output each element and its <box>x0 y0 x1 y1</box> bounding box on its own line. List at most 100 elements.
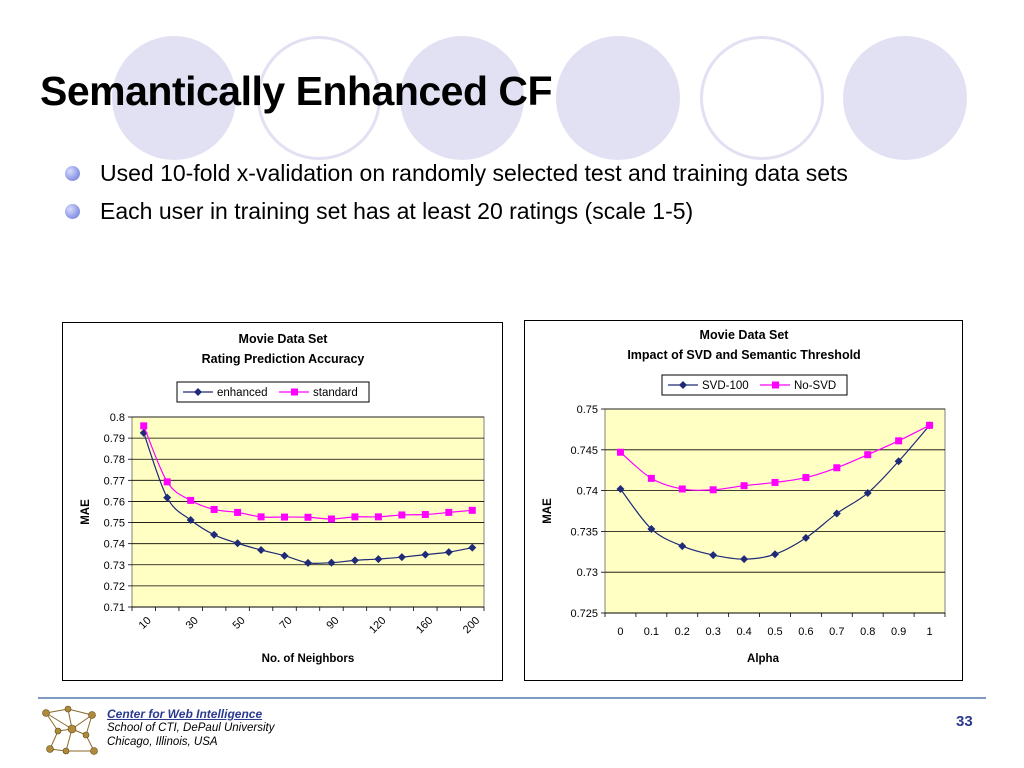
network-logo-icon <box>42 705 98 755</box>
data-point <box>210 505 218 513</box>
data-point <box>895 437 903 445</box>
y-tick-label: 0.76 <box>104 496 125 508</box>
plot-area <box>604 408 946 614</box>
slide-title: Semantically Enhanced CF <box>40 68 553 114</box>
data-point <box>740 555 749 564</box>
y-tick-label: 0.77 <box>104 475 125 487</box>
x-tick-label: 1 <box>926 626 932 638</box>
x-tick-label: 0.3 <box>706 626 721 638</box>
data-point <box>709 486 717 494</box>
chart-title: Movie Data Set <box>700 328 790 342</box>
legend-label: enhanced <box>217 387 268 399</box>
y-tick-label: 0.725 <box>570 608 598 620</box>
chart-alpha-frame: Movie Data Set Impact of SVD and Semantic… <box>524 320 963 681</box>
data-point <box>234 508 242 516</box>
data-point <box>186 516 195 525</box>
y-tick-label: 0.73 <box>104 560 125 572</box>
data-point <box>210 530 219 539</box>
decorative-circle-6 <box>843 36 967 160</box>
y-axis-label: MAE <box>542 498 554 524</box>
x-tick-label: 160 <box>414 615 435 636</box>
data-point <box>616 484 625 493</box>
chart-alpha: Movie Data Set Impact of SVD and Semantic… <box>542 328 946 665</box>
chart-neighbors-frame: Movie Data Set Rating Prediction Accuracy… <box>62 322 503 681</box>
data-point <box>894 457 903 466</box>
x-tick-label: 0.5 <box>767 626 782 638</box>
y-tick-label: 0.74 <box>577 486 598 498</box>
x-tick-label: 10 <box>137 615 154 632</box>
x-axis-label: No. of Neighbors <box>262 653 355 665</box>
org-name-link[interactable]: Center for Web Intelligence <box>107 707 263 721</box>
chart-legend <box>661 374 848 396</box>
y-tick-label: 0.735 <box>570 526 598 538</box>
data-point <box>801 533 810 542</box>
data-point <box>350 556 359 565</box>
decorative-circle-1 <box>112 36 236 160</box>
data-point <box>233 539 242 548</box>
data-point <box>771 550 779 559</box>
x-tick-label: 0.8 <box>860 626 875 638</box>
x-tick-label: 90 <box>324 615 341 632</box>
y-tick-label: 0.745 <box>570 445 598 457</box>
data-point <box>771 478 779 486</box>
x-tick-label: 70 <box>278 615 295 632</box>
data-point <box>397 553 406 562</box>
data-point <box>163 493 172 502</box>
data-point <box>281 513 289 521</box>
x-tick-label: 0.9 <box>891 626 906 638</box>
footer-divider <box>38 697 986 699</box>
org-location: Chicago, Illinois, USA <box>107 736 218 748</box>
y-tick-label: 0.73 <box>577 567 598 579</box>
legend-marker-diamond <box>194 388 202 396</box>
data-point <box>421 550 430 559</box>
chart-title: Movie Data Set <box>239 332 329 346</box>
y-tick-label: 0.74 <box>104 539 125 551</box>
data-point <box>398 511 406 519</box>
plot-area <box>131 416 485 608</box>
org-school: School of CTI, DePaul University <box>107 722 275 734</box>
y-axis-label: MAE <box>80 499 92 525</box>
y-tick-label: 0.78 <box>104 454 125 466</box>
data-point <box>187 496 195 504</box>
x-tick-label: 0.6 <box>798 626 813 638</box>
decorative-circle-5 <box>700 36 824 160</box>
legend-label: standard <box>313 387 358 399</box>
data-point <box>374 555 383 564</box>
data-point <box>616 448 624 456</box>
data-point <box>740 482 748 490</box>
y-tick-label: 0.75 <box>104 518 125 530</box>
y-tick-label: 0.75 <box>577 404 598 416</box>
data-point <box>304 513 312 521</box>
bullet-item: Each user in training set has at least 2… <box>62 194 942 228</box>
bullet-text: Used 10-fold x-validation on randomly se… <box>100 160 848 186</box>
y-tick-label: 0.79 <box>104 433 125 445</box>
data-point <box>678 542 687 551</box>
data-point <box>926 421 934 429</box>
data-point <box>140 422 148 430</box>
data-point <box>257 513 265 521</box>
page-number: 33 <box>956 713 973 730</box>
chart-legend <box>176 381 370 403</box>
data-point <box>304 558 312 567</box>
bullet-item: Used 10-fold x-validation on randomly se… <box>62 156 942 190</box>
data-point <box>280 551 289 560</box>
data-point <box>444 548 453 557</box>
data-point <box>832 509 841 518</box>
legend-marker-diamond <box>679 381 687 389</box>
legend-marker-square <box>772 381 779 389</box>
x-tick-label: 0.2 <box>675 626 690 638</box>
data-point <box>327 558 336 567</box>
x-tick-label: 0.1 <box>644 626 659 638</box>
legend-label: No-SVD <box>794 380 836 392</box>
legend-label: SVD-100 <box>702 380 749 392</box>
bullet-dot-icon <box>65 166 80 181</box>
data-point <box>802 474 810 482</box>
data-point <box>374 513 382 521</box>
data-point <box>709 551 718 560</box>
data-point <box>864 451 872 459</box>
data-point <box>445 508 453 516</box>
data-point <box>647 474 655 482</box>
decorative-circle-2 <box>257 36 381 160</box>
data-point <box>327 515 335 523</box>
y-tick-label: 0.8 <box>110 412 125 424</box>
